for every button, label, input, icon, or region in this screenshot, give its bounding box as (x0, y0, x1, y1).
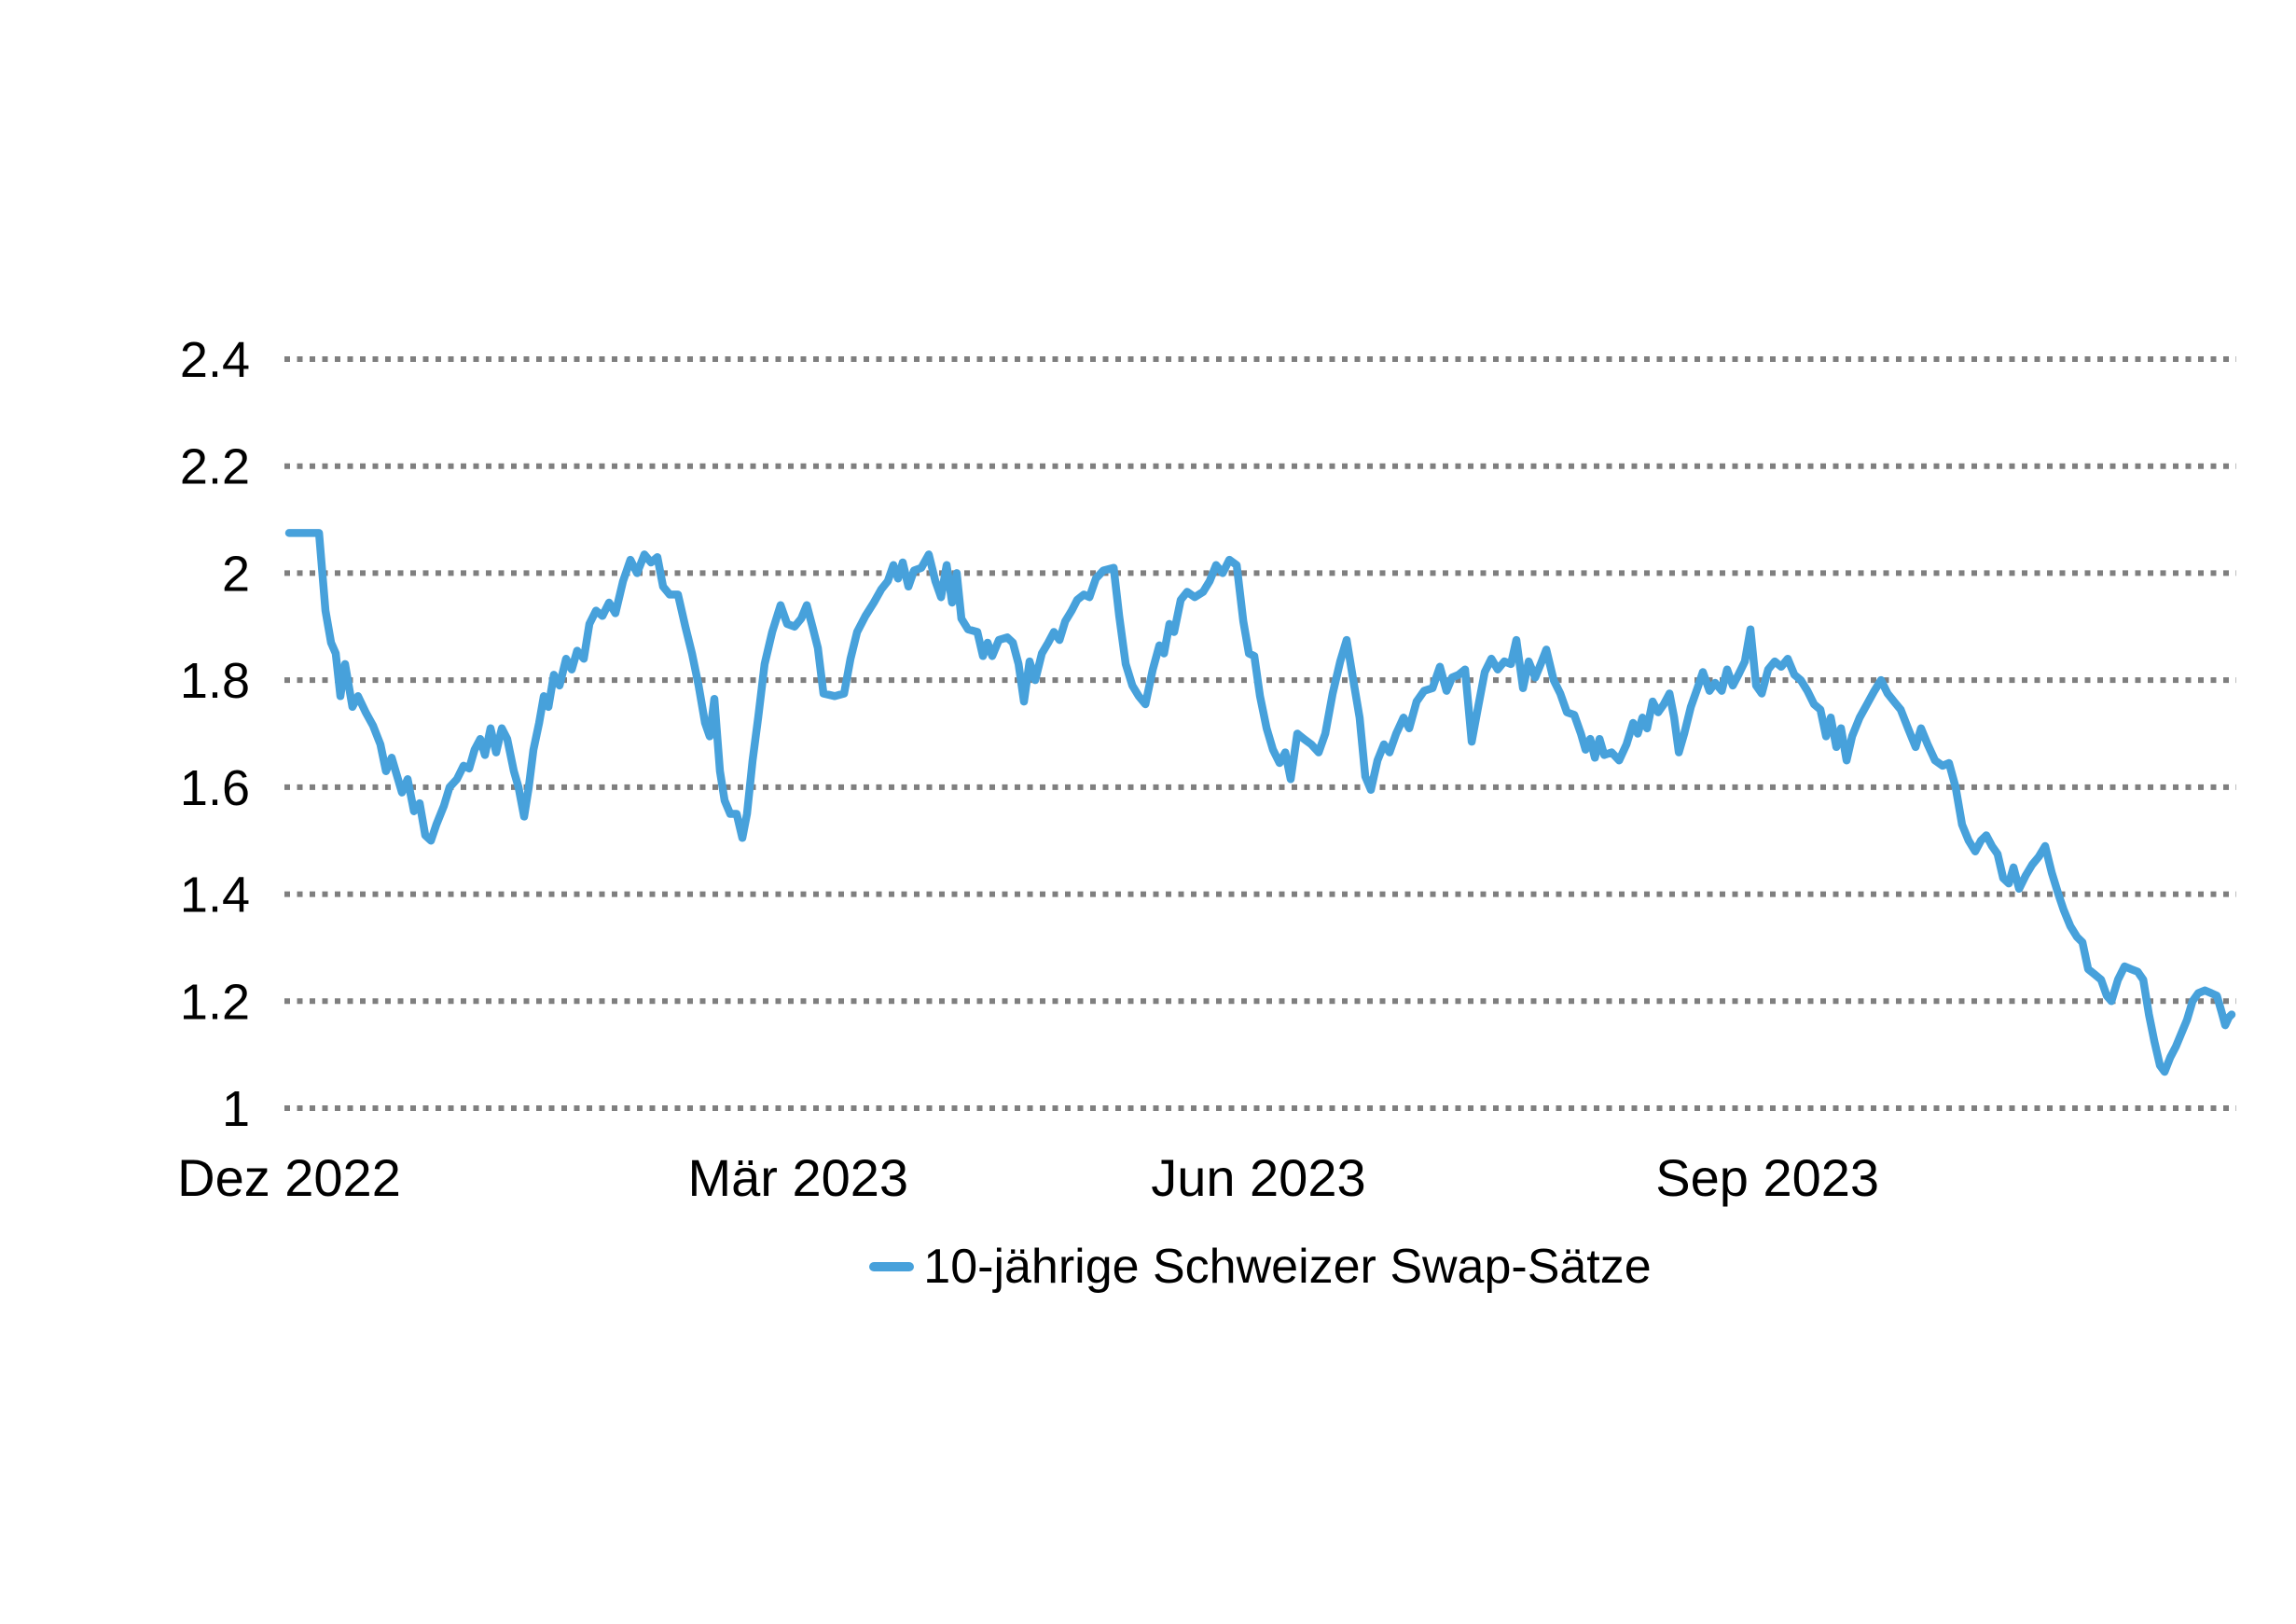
legend-line-swatch (869, 1262, 915, 1271)
x-tick-label: Jun 2023 (1151, 1148, 1365, 1207)
series-line (284, 529, 2236, 1076)
y-tick-label: 2 (222, 546, 250, 602)
legend-label: 10-jährige Schweizer Swap-Sätze (923, 1240, 1652, 1294)
x-tick-label: Dez 2022 (177, 1148, 401, 1207)
y-tick-label: 2.4 (180, 332, 250, 388)
y-tick-label: 1 (222, 1081, 250, 1137)
y-tick-label: 1.6 (180, 760, 250, 816)
y-tick-label: 1.8 (180, 653, 250, 709)
y-tick-label: 2.2 (180, 439, 250, 495)
legend: 10-jährige Schweizer Swap-Sätze (284, 1229, 2236, 1304)
y-tick-label: 1.4 (180, 868, 250, 923)
x-tick-label: Mär 2023 (687, 1148, 908, 1207)
x-tick-label: Sep 2023 (1655, 1148, 1879, 1207)
y-tick-label: 1.2 (180, 974, 250, 1030)
